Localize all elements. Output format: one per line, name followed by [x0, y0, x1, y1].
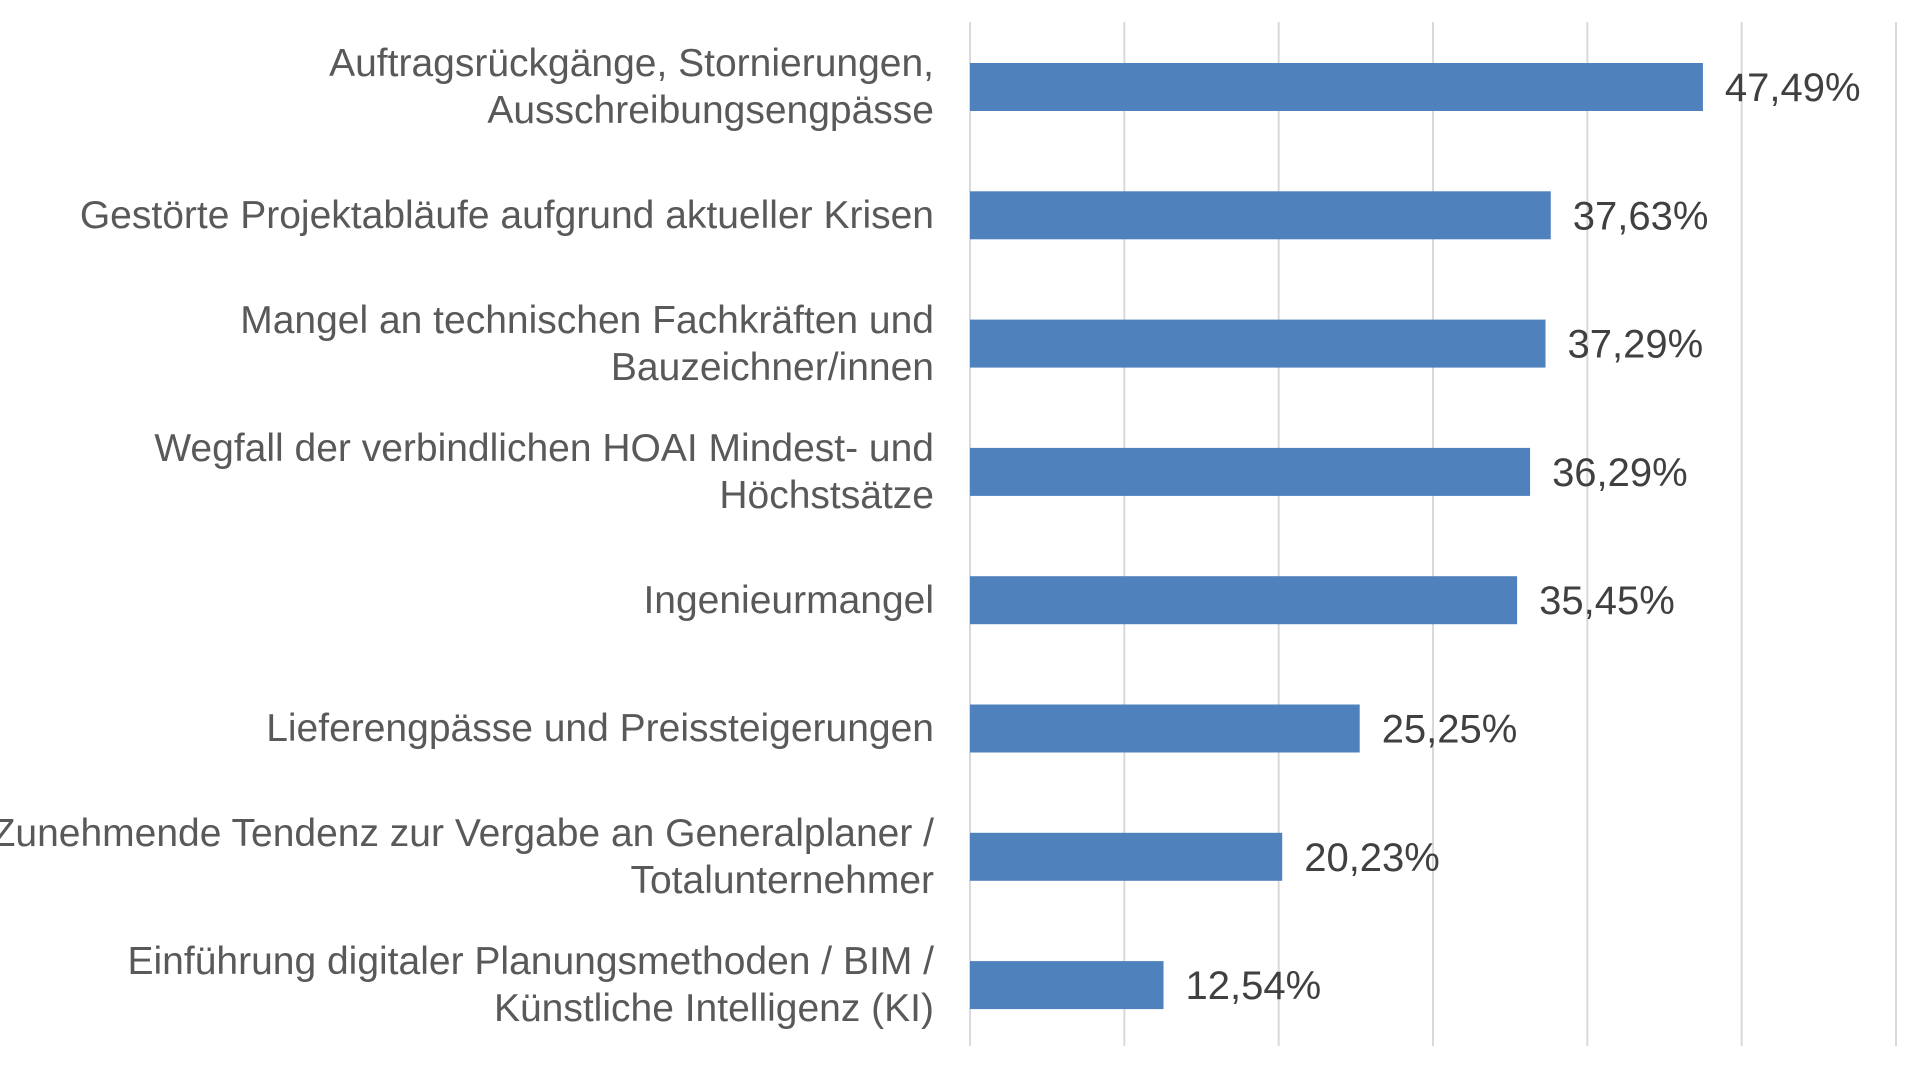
category-label: Mangel an technischen Fachkräften und Ba…: [240, 298, 934, 389]
data-label: 36,29%: [1552, 451, 1688, 495]
category-label: Zunehmende Tendenz zur Vergabe an Genera…: [0, 811, 934, 902]
category-label: Auftragsrückgänge, Stornierungen, Aussch…: [329, 42, 934, 132]
data-label: 47,49%: [1725, 66, 1861, 110]
bar: [970, 961, 1164, 1010]
bar: [970, 319, 1546, 368]
category-label: Wegfall der verbindlichen HOAI Mindest- …: [154, 426, 934, 517]
bar: [970, 576, 1518, 625]
gridlines: [969, 22, 1897, 1046]
category-label: Ingenieurmangel: [643, 578, 934, 622]
data-label: 37,29%: [1568, 323, 1704, 367]
bar: [970, 447, 1531, 496]
data-label: 20,23%: [1304, 836, 1440, 880]
data-label: 37,63%: [1573, 194, 1709, 238]
category-label: Gestörte Projektabläufe aufgrund aktuell…: [79, 193, 934, 237]
bar: [970, 191, 1551, 240]
data-label: 12,54%: [1186, 964, 1322, 1008]
data-label: 35,45%: [1539, 579, 1675, 623]
data-label: 25,25%: [1382, 708, 1518, 752]
bar: [970, 704, 1360, 753]
data-labels: 47,49% 37,63% 37,29% 36,29% 35,45% 25,25% 20,2…: [1186, 66, 1861, 1008]
bar: [970, 63, 1703, 111]
bars: [970, 63, 1703, 1010]
category-label: Lieferengpässe und Preissteigerungen: [266, 707, 934, 750]
bar: [970, 832, 1283, 881]
category-label: Einführung digitaler Planungsmethoden / …: [127, 940, 935, 1031]
